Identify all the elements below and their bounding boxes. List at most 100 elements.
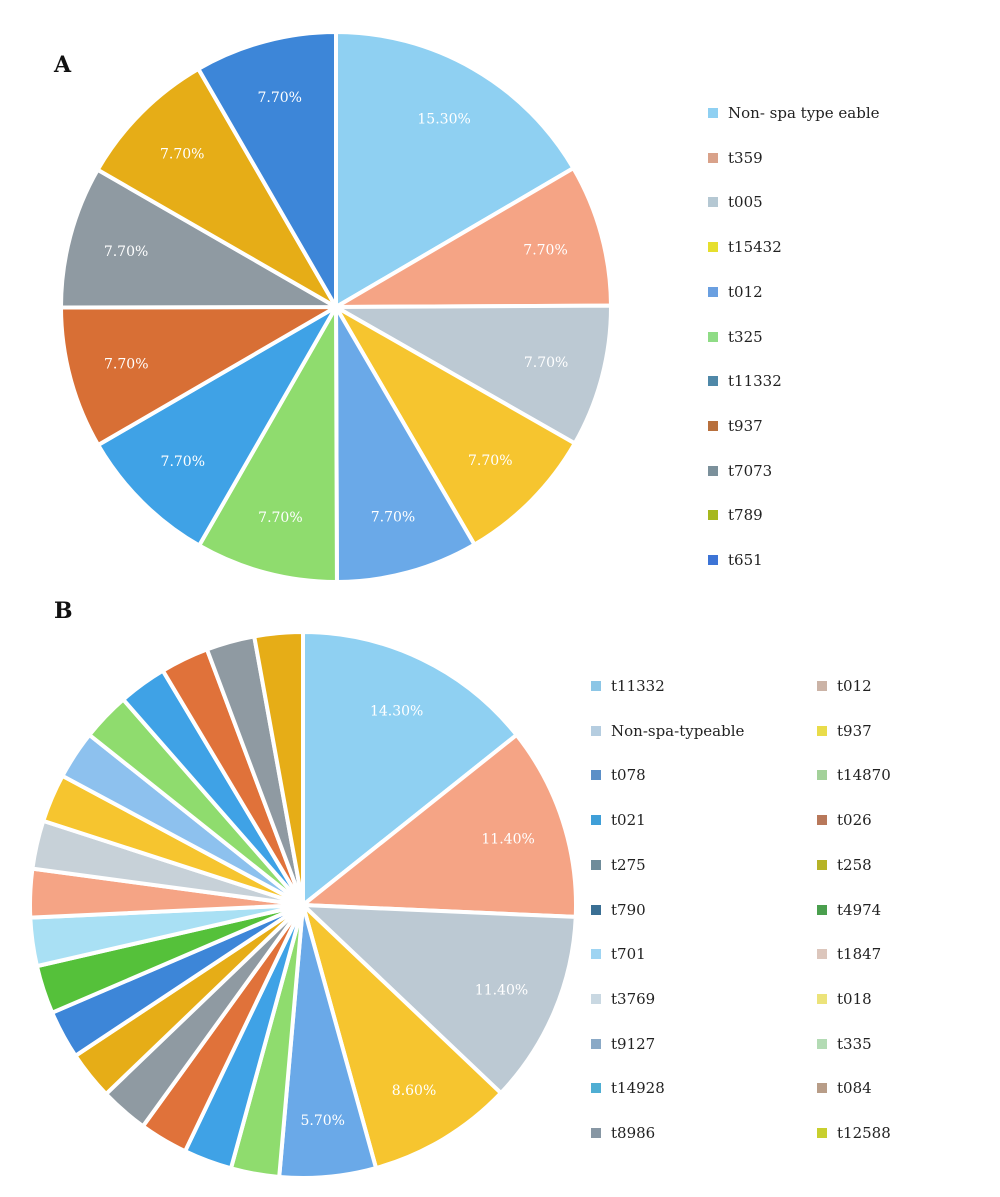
legend-swatch — [591, 859, 601, 870]
pie-a-slice-t359 — [334, 166, 613, 309]
pie-a-data-label: 7.70% — [258, 510, 302, 526]
pie-a-slice-t7073 — [59, 167, 338, 310]
legend-swatch — [817, 1128, 827, 1138]
legend-a-item: t651 — [708, 551, 763, 569]
legend-label: t335 — [837, 1034, 872, 1053]
legend-label: t012 — [728, 282, 763, 301]
legend-b-item: t937 — [817, 722, 872, 740]
pie-b-slice-Non-spa-typeable — [301, 732, 578, 919]
legend-label: t790 — [611, 900, 646, 919]
pie-b-slice-t078 — [301, 903, 578, 1096]
legend-a-item: t937 — [708, 417, 763, 435]
pie-a-data-label: 7.70% — [371, 510, 415, 526]
legend-swatch — [817, 859, 827, 870]
legend-b-item: t018 — [817, 990, 872, 1008]
pie-a-data-label: 7.70% — [160, 147, 204, 163]
legend-label: t789 — [728, 506, 763, 525]
legend-b-item: t12588 — [817, 1124, 891, 1142]
legend-label: t275 — [611, 855, 646, 874]
legend-swatch — [591, 993, 601, 1004]
legend-b-item: t078 — [591, 766, 646, 784]
legend-b-item: t4974 — [817, 901, 881, 919]
legend-label: t937 — [837, 721, 872, 740]
legend-b-item: t258 — [817, 856, 872, 874]
legend-b-item: t021 — [591, 811, 646, 829]
legend-swatch — [591, 770, 601, 781]
legend-swatch — [817, 770, 827, 781]
pie-b-data-label: 11.40% — [481, 831, 534, 847]
legend-label: t11332 — [611, 677, 665, 695]
legend-a-item: t11332 — [708, 372, 782, 390]
legend-b-item: t1847 — [817, 945, 881, 963]
legend-b-item: t084 — [817, 1079, 872, 1097]
pie-a-data-label: 7.70% — [104, 357, 148, 373]
pie-b: 14.30% 11.40% 11.40% 8.60% 5.70% — [28, 630, 578, 1180]
pie-a-slice-t15432 — [334, 305, 577, 547]
pie-b-data-label: 11.40% — [475, 982, 528, 998]
legend-label: t7073 — [728, 461, 773, 480]
legend-label: t8986 — [611, 1124, 656, 1142]
legend-swatch — [591, 1038, 601, 1049]
pie-a-data-label: 7.70% — [523, 243, 567, 259]
legend-label: t021 — [611, 811, 646, 830]
legend-swatch — [817, 815, 827, 826]
legend-label: t11332 — [728, 372, 782, 391]
pie-a-slice-t11332 — [96, 305, 338, 548]
pie-a-slice-t005 — [334, 303, 613, 446]
legend-swatch — [708, 242, 718, 253]
legend-label: t026 — [837, 811, 872, 830]
legend-label: t012 — [837, 677, 872, 695]
legend-label: t651 — [728, 551, 763, 569]
legend-b-item: t14928 — [591, 1079, 665, 1097]
panel-a-letter: A — [54, 52, 72, 78]
legend-label: t9127 — [611, 1034, 656, 1053]
legend-label: t1847 — [837, 945, 882, 964]
pie-a-slice-t012 — [334, 305, 477, 584]
pie-a-data-label: 7.70% — [161, 454, 205, 470]
pie-a-slice-t651 — [196, 30, 338, 309]
legend-swatch — [817, 993, 827, 1004]
pie-a-data-label: 7.70% — [468, 453, 512, 469]
legend-b-item: t790 — [591, 901, 646, 919]
legend-b-item: t11332 — [591, 677, 665, 695]
legend-swatch — [817, 904, 827, 915]
panel-b-letter: B — [54, 598, 73, 624]
legend-swatch — [591, 1083, 601, 1094]
legend-label: Non- spa type eable — [728, 104, 880, 122]
legend-swatch — [817, 949, 827, 960]
legend-swatch — [817, 1083, 827, 1094]
pie-b-data-label: 8.60% — [392, 1083, 436, 1099]
pie-a-data-label: 7.70% — [524, 355, 568, 371]
legend-a-item: Non- spa type eable — [708, 104, 880, 122]
pie-b-data-label: 14.30% — [370, 704, 423, 720]
legend-swatch — [708, 108, 718, 118]
legend-label: t359 — [728, 148, 763, 167]
legend-swatch — [708, 510, 718, 521]
legend-swatch — [591, 681, 601, 691]
legend-swatch — [708, 286, 718, 297]
legend-b-item: t9127 — [591, 1035, 655, 1053]
legend-swatch — [591, 949, 601, 960]
pie-a-data-label: 7.70% — [104, 244, 148, 260]
legend-swatch — [817, 1038, 827, 1049]
legend-a-item: t012 — [708, 283, 763, 301]
legend-label: t3769 — [611, 989, 656, 1008]
legend-swatch — [708, 420, 718, 431]
legend-b-item: t8986 — [591, 1124, 655, 1142]
legend-label: t14928 — [611, 1079, 665, 1098]
legend-a-item: t15432 — [708, 238, 782, 256]
legend-swatch — [708, 152, 718, 163]
legend-label: t12588 — [837, 1124, 891, 1142]
pie-a-slice-t789 — [95, 66, 338, 309]
legend-swatch — [591, 1128, 601, 1138]
legend-a-item: t359 — [708, 149, 763, 167]
pie-a-data-label: 7.70% — [257, 90, 301, 106]
pie-a: 15.30% 7.70% 7.70% 7.70% 7.70% 7.70% 7.70% 7.70… — [59, 30, 613, 584]
legend-b-item: t026 — [817, 811, 872, 829]
legend-label: t005 — [728, 193, 763, 212]
legend-b-item: t3769 — [591, 990, 655, 1008]
legend-label: t14870 — [837, 766, 891, 785]
pie-a-slice-t937 — [59, 305, 338, 448]
legend-label: t701 — [611, 945, 646, 964]
